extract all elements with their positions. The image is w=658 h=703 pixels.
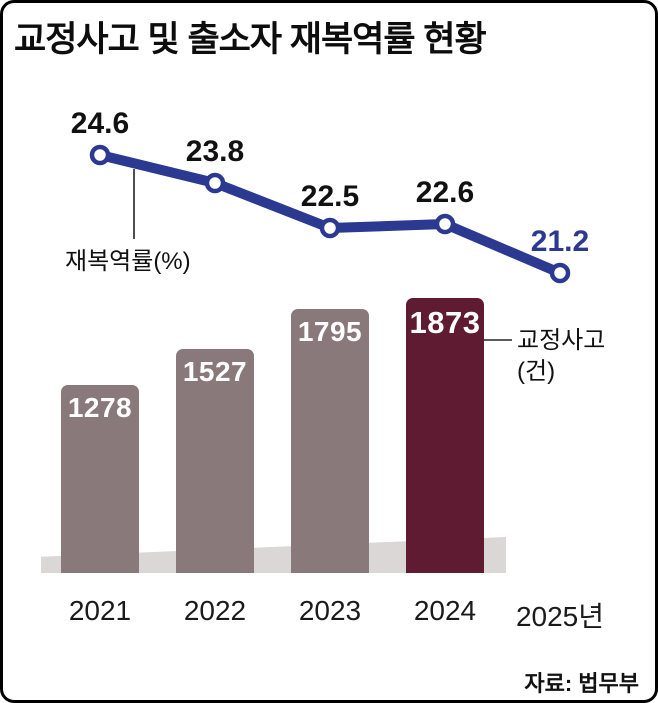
source-credit: 자료: 법무부: [524, 671, 639, 696]
rate-series-label: 재복역률(%): [65, 248, 191, 275]
bar-value-label: 1278: [67, 392, 133, 423]
x-axis-label: 2023: [298, 595, 362, 626]
line-point: [89, 144, 111, 166]
bar-2021: 1278: [61, 385, 139, 573]
line-value-label: 22.6: [415, 176, 475, 209]
chart-title: 교정사고 및 출소자 재복역률 현황: [14, 20, 487, 59]
bar-value-label: 1873: [409, 305, 481, 340]
line-point: [204, 172, 226, 194]
bar-value-label: 1527: [182, 356, 248, 387]
accidents-series-label: 교정사고 (건): [517, 325, 605, 387]
x-axis-label: 2024: [413, 595, 477, 626]
line-value-label: 23.8: [185, 135, 245, 168]
bar-value-label: 1795: [297, 316, 363, 347]
bar-2022: 1527: [176, 349, 254, 573]
bar-2023: 1795: [291, 309, 369, 573]
line-point: [434, 213, 456, 235]
line-point: [549, 262, 571, 284]
line-value-label: 24.6: [70, 107, 130, 140]
bar-2024: 1873: [406, 298, 484, 573]
x-axis-label: 2025년: [515, 601, 605, 632]
chart-area: 재복역률(%) 교정사고 (건) 24.6 23.8 22.5 22.6 21.2 127…: [3, 3, 655, 700]
line-value-label: 22.5: [300, 180, 360, 213]
x-axis-label: 2021: [68, 595, 132, 626]
accidents-label-line2: (건): [517, 358, 556, 386]
accidents-label-line1: 교정사고: [517, 327, 606, 354]
line-value-label: 21.2: [530, 225, 590, 258]
x-axis-label: 2022: [183, 595, 247, 626]
line-point: [319, 217, 341, 239]
